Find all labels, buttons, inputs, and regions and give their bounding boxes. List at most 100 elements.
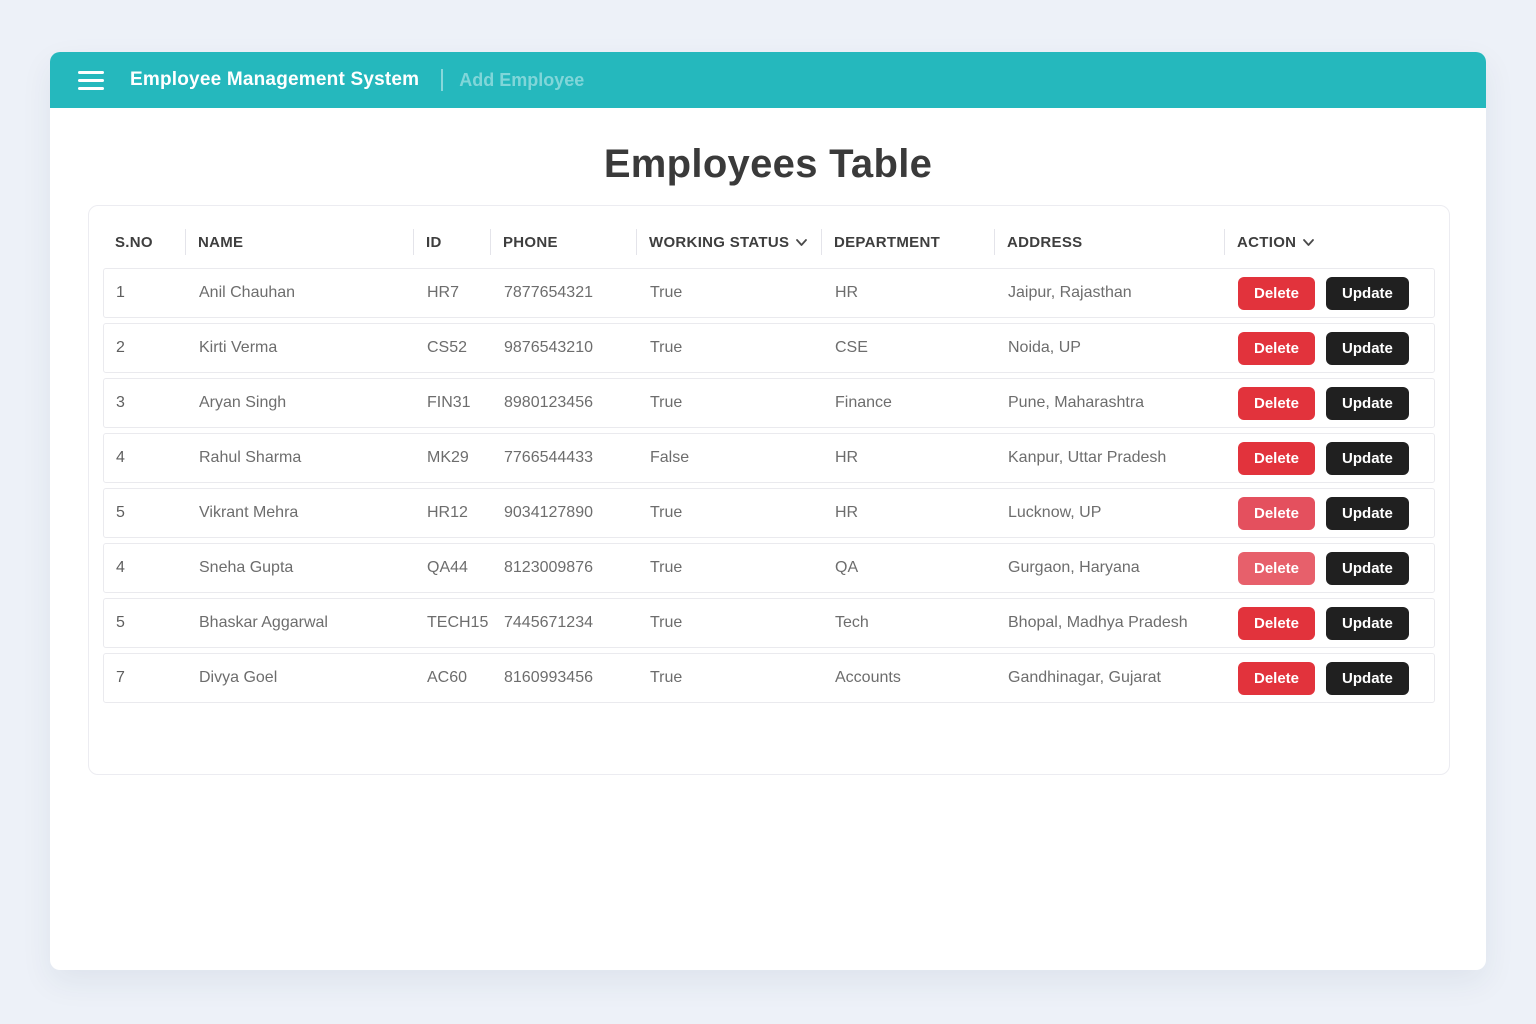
cell-department: CSE [835,339,868,356]
update-button[interactable]: Update [1326,496,1409,530]
cell-action: Delete Update [1226,606,1434,640]
cell-sno: 5 [116,504,125,521]
table-row: 4 Sneha Gupta QA44 8123009876 True QA Gu… [103,543,1435,593]
employees-table: S.NO NAME ID PHONE WORKING STATUS DEPART… [88,205,1450,775]
cell-sno: 5 [116,614,125,631]
cell-phone: 9876543210 [504,339,593,356]
cell-working-status: True [650,339,683,356]
delete-button[interactable]: Delete [1238,331,1316,365]
column-header-action[interactable]: ACTION [1225,229,1435,255]
table-row: 4 Rahul Sharma MK29 7766544433 False HR … [103,433,1435,483]
table-row: 5 Bhaskar Aggarwal TECH15 7445671234 Tru… [103,598,1435,648]
cell-address: Pune, Maharashtra [1008,394,1145,411]
column-header-id: ID [414,229,491,255]
delete-button[interactable]: Delete [1238,606,1316,640]
cell-working-status: True [650,559,683,576]
column-header-phone: PHONE [491,229,637,255]
cell-working-status: True [650,284,683,301]
update-button[interactable]: Update [1326,276,1409,310]
table-row: 1 Anil Chauhan HR7 7877654321 True HR Ja… [103,268,1435,318]
cell-action: Delete Update [1226,276,1434,310]
update-button[interactable]: Update [1326,331,1409,365]
delete-button[interactable]: Delete [1238,496,1316,530]
chevron-down-icon [796,239,808,246]
cell-name: Rahul Sharma [199,449,302,466]
hamburger-menu-icon[interactable] [78,70,104,90]
cell-action: Delete Update [1226,496,1434,530]
cell-sno: 7 [116,669,125,686]
cell-action: Delete Update [1226,441,1434,475]
cell-name: Aryan Singh [199,394,287,411]
delete-button[interactable]: Delete [1238,386,1316,420]
cell-id: MK29 [427,449,469,466]
app-header: Employee Management System Add Employee [50,52,1486,108]
delete-button[interactable]: Delete [1238,441,1316,475]
cell-sno: 4 [116,449,125,466]
table-row: 5 Vikrant Mehra HR12 9034127890 True HR … [103,488,1435,538]
table-row: 2 Kirti Verma CS52 9876543210 True CSE N… [103,323,1435,373]
update-button[interactable]: Update [1326,386,1409,420]
cell-working-status: True [650,504,683,521]
delete-button[interactable]: Delete [1238,551,1316,585]
cell-action: Delete Update [1226,386,1434,420]
cell-id: AC60 [427,669,468,686]
cell-action: Delete Update [1226,331,1434,365]
column-header-working-status-label: WORKING STATUS [649,233,790,251]
update-button[interactable]: Update [1326,606,1409,640]
cell-department: Accounts [835,669,901,686]
table-header-row: S.NO NAME ID PHONE WORKING STATUS DEPART… [103,221,1435,263]
cell-department: HR [835,504,859,521]
column-header-working-status[interactable]: WORKING STATUS [637,229,822,255]
update-button[interactable]: Update [1326,661,1409,695]
cell-name: Sneha Gupta [199,559,294,576]
cell-working-status: True [650,669,683,686]
cell-phone: 8980123456 [504,394,593,411]
cell-address: Bhopal, Madhya Pradesh [1008,614,1188,631]
cell-sno: 4 [116,559,125,576]
cell-phone: 7877654321 [504,284,593,301]
cell-phone: 8123009876 [504,559,593,576]
delete-button[interactable]: Delete [1238,276,1316,310]
cell-phone: 7766544433 [504,449,593,466]
table-row: 7 Divya Goel AC60 8160993456 True Accoun… [103,653,1435,703]
cell-name: Bhaskar Aggarwal [199,614,328,631]
cell-action: Delete Update [1226,551,1434,585]
cell-working-status: True [650,394,683,411]
cell-name: Kirti Verma [199,339,278,356]
column-header-department: DEPARTMENT [822,229,995,255]
cell-sno: 2 [116,339,125,356]
table-row: 3 Aryan Singh FIN31 8980123456 True Fina… [103,378,1435,428]
cell-phone: 7445671234 [504,614,593,631]
cell-id: QA44 [427,559,468,576]
nav-divider [441,69,444,91]
nav-link-add-employee[interactable]: Add Employee [459,69,585,90]
cell-action: Delete Update [1226,661,1434,695]
delete-button[interactable]: Delete [1238,661,1316,695]
cell-department: HR [835,284,859,301]
cell-phone: 9034127890 [504,504,593,521]
cell-working-status: False [650,449,690,466]
cell-name: Anil Chauhan [199,284,296,301]
cell-id: TECH15 [427,614,489,631]
column-header-sno: S.NO [103,229,186,255]
cell-address: Noida, UP [1008,339,1081,356]
update-button[interactable]: Update [1326,551,1409,585]
cell-address: Lucknow, UP [1008,504,1102,521]
cell-phone: 8160993456 [504,669,593,686]
app-window: Employee Management System Add Employee … [50,52,1486,970]
update-button[interactable]: Update [1326,441,1409,475]
cell-department: QA [835,559,859,576]
cell-address: Gurgaon, Haryana [1008,559,1140,576]
cell-id: HR12 [427,504,468,521]
cell-id: HR7 [427,284,460,301]
app-title: Employee Management System [130,69,420,90]
cell-department: Tech [835,614,869,631]
cell-department: HR [835,449,859,466]
column-header-name: NAME [186,229,414,255]
cell-address: Jaipur, Rajasthan [1008,284,1132,301]
column-header-action-label: ACTION [1237,233,1297,251]
column-header-address: ADDRESS [995,229,1225,255]
chevron-down-icon [1303,239,1315,246]
cell-name: Vikrant Mehra [199,504,299,521]
cell-address: Gandhinagar, Gujarat [1008,669,1161,686]
